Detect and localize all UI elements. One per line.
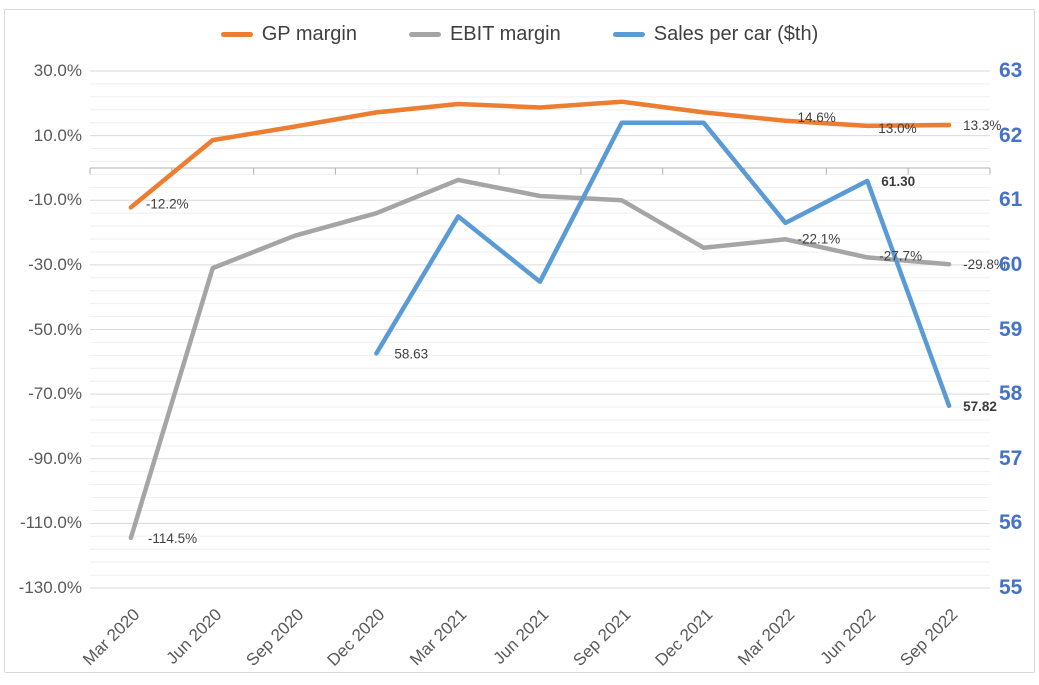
legend: GP margin EBIT margin Sales per car ($th… xyxy=(0,18,1039,50)
left-axis-tick-label: -110.0% xyxy=(19,513,82,533)
right-axis-tick-label: 60 xyxy=(999,252,1023,276)
left-axis-tick-label: -130.0% xyxy=(18,578,82,597)
data-label: 13.0% xyxy=(878,121,916,136)
left-axis-tick-label: -50.0% xyxy=(28,319,82,339)
right-axis-tick-label: 61 xyxy=(999,188,1023,212)
right-axis-tick-label: 58 xyxy=(999,382,1023,406)
legend-item-ebit-margin[interactable]: EBIT margin xyxy=(408,22,561,46)
legend-label-sales-per-car: Sales per car ($th) xyxy=(653,22,819,45)
series-line-ebit-margin[interactable] xyxy=(128,177,952,541)
right-axis-tick-label: 63 xyxy=(999,59,1023,82)
data-label: 14.6% xyxy=(798,110,836,125)
data-label: 58.63 xyxy=(394,346,428,361)
data-label: -27.7% xyxy=(879,248,922,263)
ebit-margin-line-swatch-icon xyxy=(408,31,441,37)
data-label: -114.5% xyxy=(148,531,197,546)
data-label: 13.3% xyxy=(963,118,1001,133)
right-axis-tick-label: 59 xyxy=(999,317,1023,341)
left-axis-tick-label: -70.0% xyxy=(28,384,82,404)
right-axis-tick-label: 62 xyxy=(999,123,1023,147)
left-axis-tick-label: 10.0% xyxy=(33,125,82,145)
data-label: -29.8% xyxy=(963,257,1006,272)
right-axis-tick-label: 55 xyxy=(999,576,1023,599)
legend-item-sales-per-car[interactable]: Sales per car ($th) xyxy=(612,22,819,46)
left-axis-tick-label: -10.0% xyxy=(28,190,82,210)
data-label: -12.2% xyxy=(146,196,189,211)
data-label: 61.30 xyxy=(881,174,915,189)
legend-label-gp-margin: GP margin xyxy=(261,22,357,45)
series-line-sales-per-car-th[interactable] xyxy=(374,120,952,409)
right-axis-tick-label: 56 xyxy=(999,511,1023,535)
left-axis-tick-label: -90.0% xyxy=(28,448,82,468)
sales-per-car-line-swatch-icon xyxy=(612,31,645,37)
series-line-gp-margin[interactable] xyxy=(128,99,952,210)
legend-label-ebit-margin: EBIT margin xyxy=(449,22,561,45)
right-axis-tick-label: 57 xyxy=(999,446,1023,470)
data-label: 57.82 xyxy=(963,399,997,414)
gp-margin-line-swatch-icon xyxy=(220,31,253,37)
left-axis-tick-label: -30.0% xyxy=(28,254,82,274)
left-axis-tick-label: 30.0% xyxy=(33,61,82,80)
data-label: -22.1% xyxy=(798,231,841,246)
legend-item-gp-margin[interactable]: GP margin xyxy=(220,22,357,46)
